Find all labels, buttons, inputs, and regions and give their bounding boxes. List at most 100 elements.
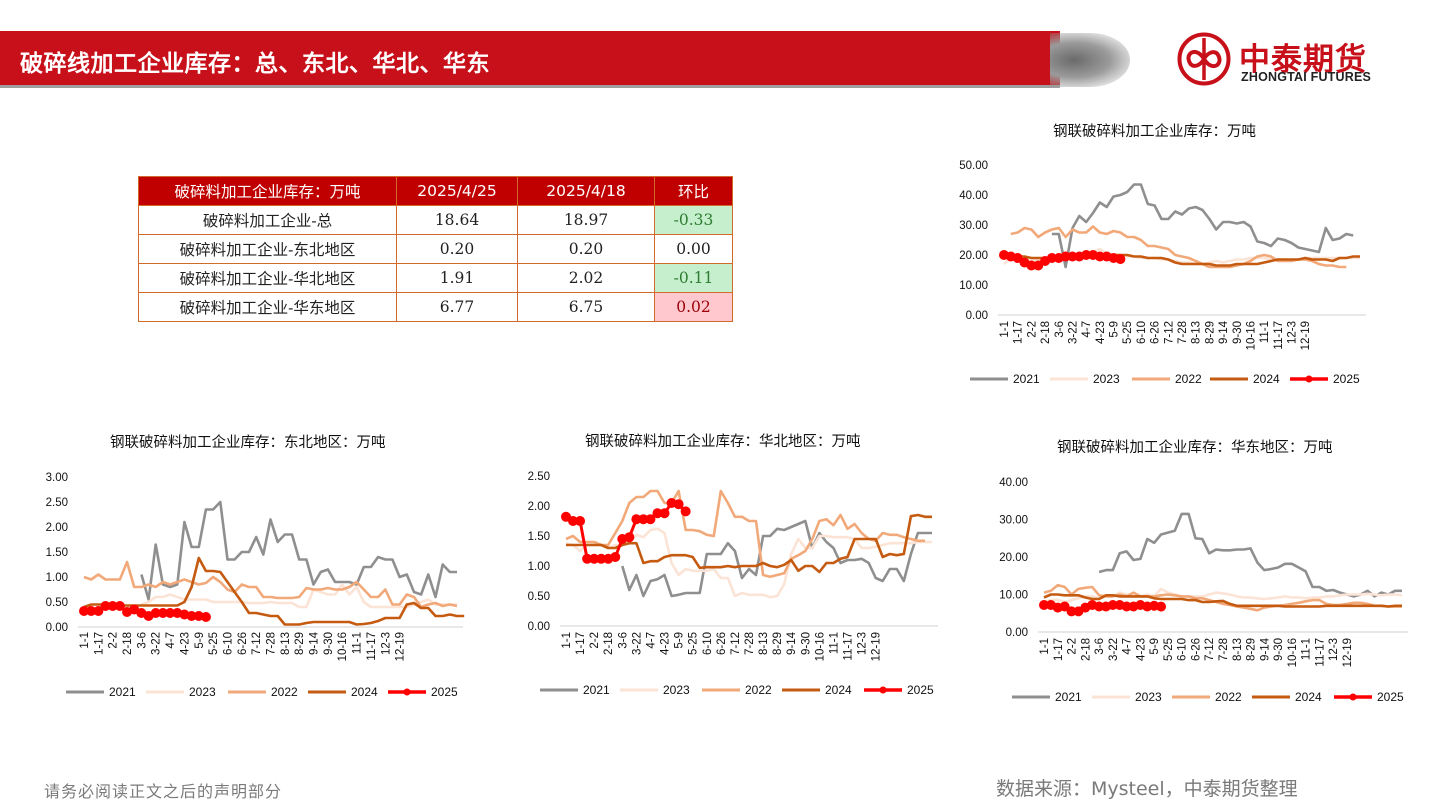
x-axis-tick-label: 3-6 [136, 632, 148, 649]
x-axis-tick-label: 1-17 [1013, 321, 1025, 344]
x-axis-tick-label: 8-13 [758, 632, 770, 655]
svg-text:2023: 2023 [189, 685, 216, 699]
x-axis-tick-label: 7-28 [1218, 638, 1230, 661]
y-axis-tick-label: 0.00 [528, 621, 550, 633]
disclaimer-text: 请务必阅读正文之后的声明部分 [44, 782, 283, 801]
table-row: 破碎料加工企业-总 18.64 18.97 -0.33 [138, 205, 733, 235]
current-value: 6.77 [396, 292, 518, 322]
data-point-marker [114, 601, 125, 611]
legend-item-2022: 2022 [1172, 690, 1242, 704]
x-axis-tick-label: 1-1 [79, 632, 91, 649]
svg-text:2024: 2024 [825, 683, 852, 697]
y-axis-tick-label: 2.50 [46, 497, 68, 509]
x-axis-tick-label: 10-16 [814, 632, 826, 661]
x-axis-tick-label: 3-22 [1067, 321, 1079, 344]
previous-value: 18.97 [517, 205, 655, 235]
x-axis-tick-label: 11-1 [352, 632, 364, 654]
header-indicator: 破碎料加工企业库存：万吨 [138, 176, 397, 206]
svg-text:2023: 2023 [1093, 372, 1120, 386]
svg-text:2023: 2023 [663, 683, 690, 697]
x-axis-tick-label: 7-28 [266, 632, 278, 655]
legend-item-2023: 2023 [620, 683, 690, 697]
series-line-2024 [566, 513, 932, 574]
y-axis-tick-label: 1.50 [528, 531, 550, 543]
x-axis-tick-label: 12-3 [1328, 638, 1340, 661]
x-axis-tick-label: 4-7 [165, 632, 177, 649]
series-line-2021 [140, 500, 457, 601]
chart-svg: 0.000.501.001.502.002.501-1 1-17 2-2 2-18 3-… [528, 471, 938, 697]
x-axis-tick-label: 10-16 [337, 632, 349, 661]
x-axis-tick-label: 6-10 [1177, 638, 1189, 661]
svg-text:2025: 2025 [1333, 372, 1360, 386]
data-point-marker [575, 516, 586, 526]
svg-text:2022: 2022 [745, 683, 772, 697]
data-point-marker [1026, 260, 1037, 271]
x-axis-tick-label: 9-30 [800, 632, 812, 655]
logo-english-name: ZHONGTAI FUTURES [1241, 70, 1372, 84]
row-label: 破碎料加工企业-华东地区 [138, 292, 397, 322]
chart-title: 钢联破碎料加工企业库存：东北地区：万吨 [110, 435, 386, 451]
x-axis-tick-label: 6-10 [1136, 321, 1148, 344]
x-axis-tick-label: 2-18 [1040, 321, 1052, 344]
x-axis-tick-label: 1-17 [575, 632, 587, 655]
x-axis-tick-label: 8-29 [772, 632, 784, 655]
y-axis-tick-label: 0.00 [46, 622, 68, 634]
current-value: 0.20 [396, 234, 518, 264]
data-point-marker [1039, 600, 1049, 610]
x-axis-tick-label: 4-7 [1081, 321, 1093, 338]
x-axis-tick-label: 5-9 [1109, 321, 1121, 338]
data-point-marker [659, 508, 670, 519]
data-point-marker [1094, 601, 1105, 612]
y-axis-tick-label: 3.00 [46, 472, 68, 484]
x-axis-tick-label: 1-1 [1039, 638, 1051, 655]
series-line-2021 [1051, 183, 1354, 269]
data-point-marker [589, 553, 600, 564]
y-axis-tick-label: 1.50 [46, 547, 68, 559]
x-axis-tick-label: 11-1 [1259, 321, 1271, 343]
data-point-marker [150, 608, 161, 618]
y-axis-tick-label: 2.00 [46, 522, 68, 534]
legend-item-2025: 2025 [1290, 372, 1360, 386]
x-axis-tick-label: 4-23 [1135, 638, 1147, 661]
chart-title: 钢联破碎料加工企业库存：华北地区：万吨 [585, 434, 861, 450]
data-point-marker [596, 553, 607, 564]
current-value: 1.91 [396, 263, 518, 293]
x-axis-tick-label: 6-26 [1150, 321, 1162, 344]
company-logo: 中泰期货 ZHONGTAI FUTURES [1175, 32, 1405, 88]
data-point-marker [568, 516, 579, 526]
series-line-2022 [565, 489, 925, 579]
svg-text:2022: 2022 [1175, 372, 1202, 386]
data-point-marker [1121, 601, 1132, 612]
table-row: 破碎料加工企业-华东地区 6.77 6.75 0.02 [138, 292, 733, 322]
x-axis-tick-label: 8-29 [1246, 638, 1258, 661]
y-axis-tick-label: 2.00 [528, 501, 550, 513]
table-row: 破碎料加工企业-华北地区 1.91 2.02 -0.11 [138, 263, 733, 293]
svg-text:2025: 2025 [907, 683, 934, 697]
x-axis-tick-label: 9-30 [1273, 638, 1285, 661]
header-current-date: 2025/4/25 [396, 176, 518, 206]
x-axis-tick-label: 6-26 [1190, 638, 1202, 661]
data-point-marker [107, 601, 118, 611]
x-axis-tick-label: 9-14 [1218, 320, 1230, 344]
x-axis-tick-label: 12-19 [395, 632, 407, 661]
chart-svg: 0.00 0.50 1.00 1.50 2.00 2.50 3.00 1-1 1-17 2-2 2-… [46, 472, 465, 699]
x-axis-tick-label: 4-7 [645, 632, 657, 649]
legend-item-2022: 2022 [702, 683, 772, 697]
row-label: 破碎料加工企业-总 [138, 205, 397, 235]
svg-text:2022: 2022 [1215, 690, 1242, 704]
y-axis-tick-label: 1.00 [46, 572, 68, 584]
svg-text:2021: 2021 [1013, 372, 1040, 386]
x-axis-tick-label: 11-17 [843, 632, 855, 661]
data-point-marker [157, 608, 168, 618]
x-axis-tick-label: 2-2 [1026, 321, 1038, 338]
previous-value: 2.02 [517, 263, 655, 293]
data-point-marker [100, 601, 111, 611]
x-axis-tick-label: 9-14 [1259, 637, 1271, 661]
data-point-marker [645, 514, 656, 525]
x-axis-tick-label: 12-19 [1342, 638, 1354, 667]
data-point-marker [1066, 606, 1077, 617]
change-value: -0.33 [654, 205, 733, 235]
table-header-row: 破碎料加工企业库存：万吨 2025/4/25 2025/4/18 环比 [138, 176, 733, 206]
change-value: 0.00 [654, 234, 733, 264]
